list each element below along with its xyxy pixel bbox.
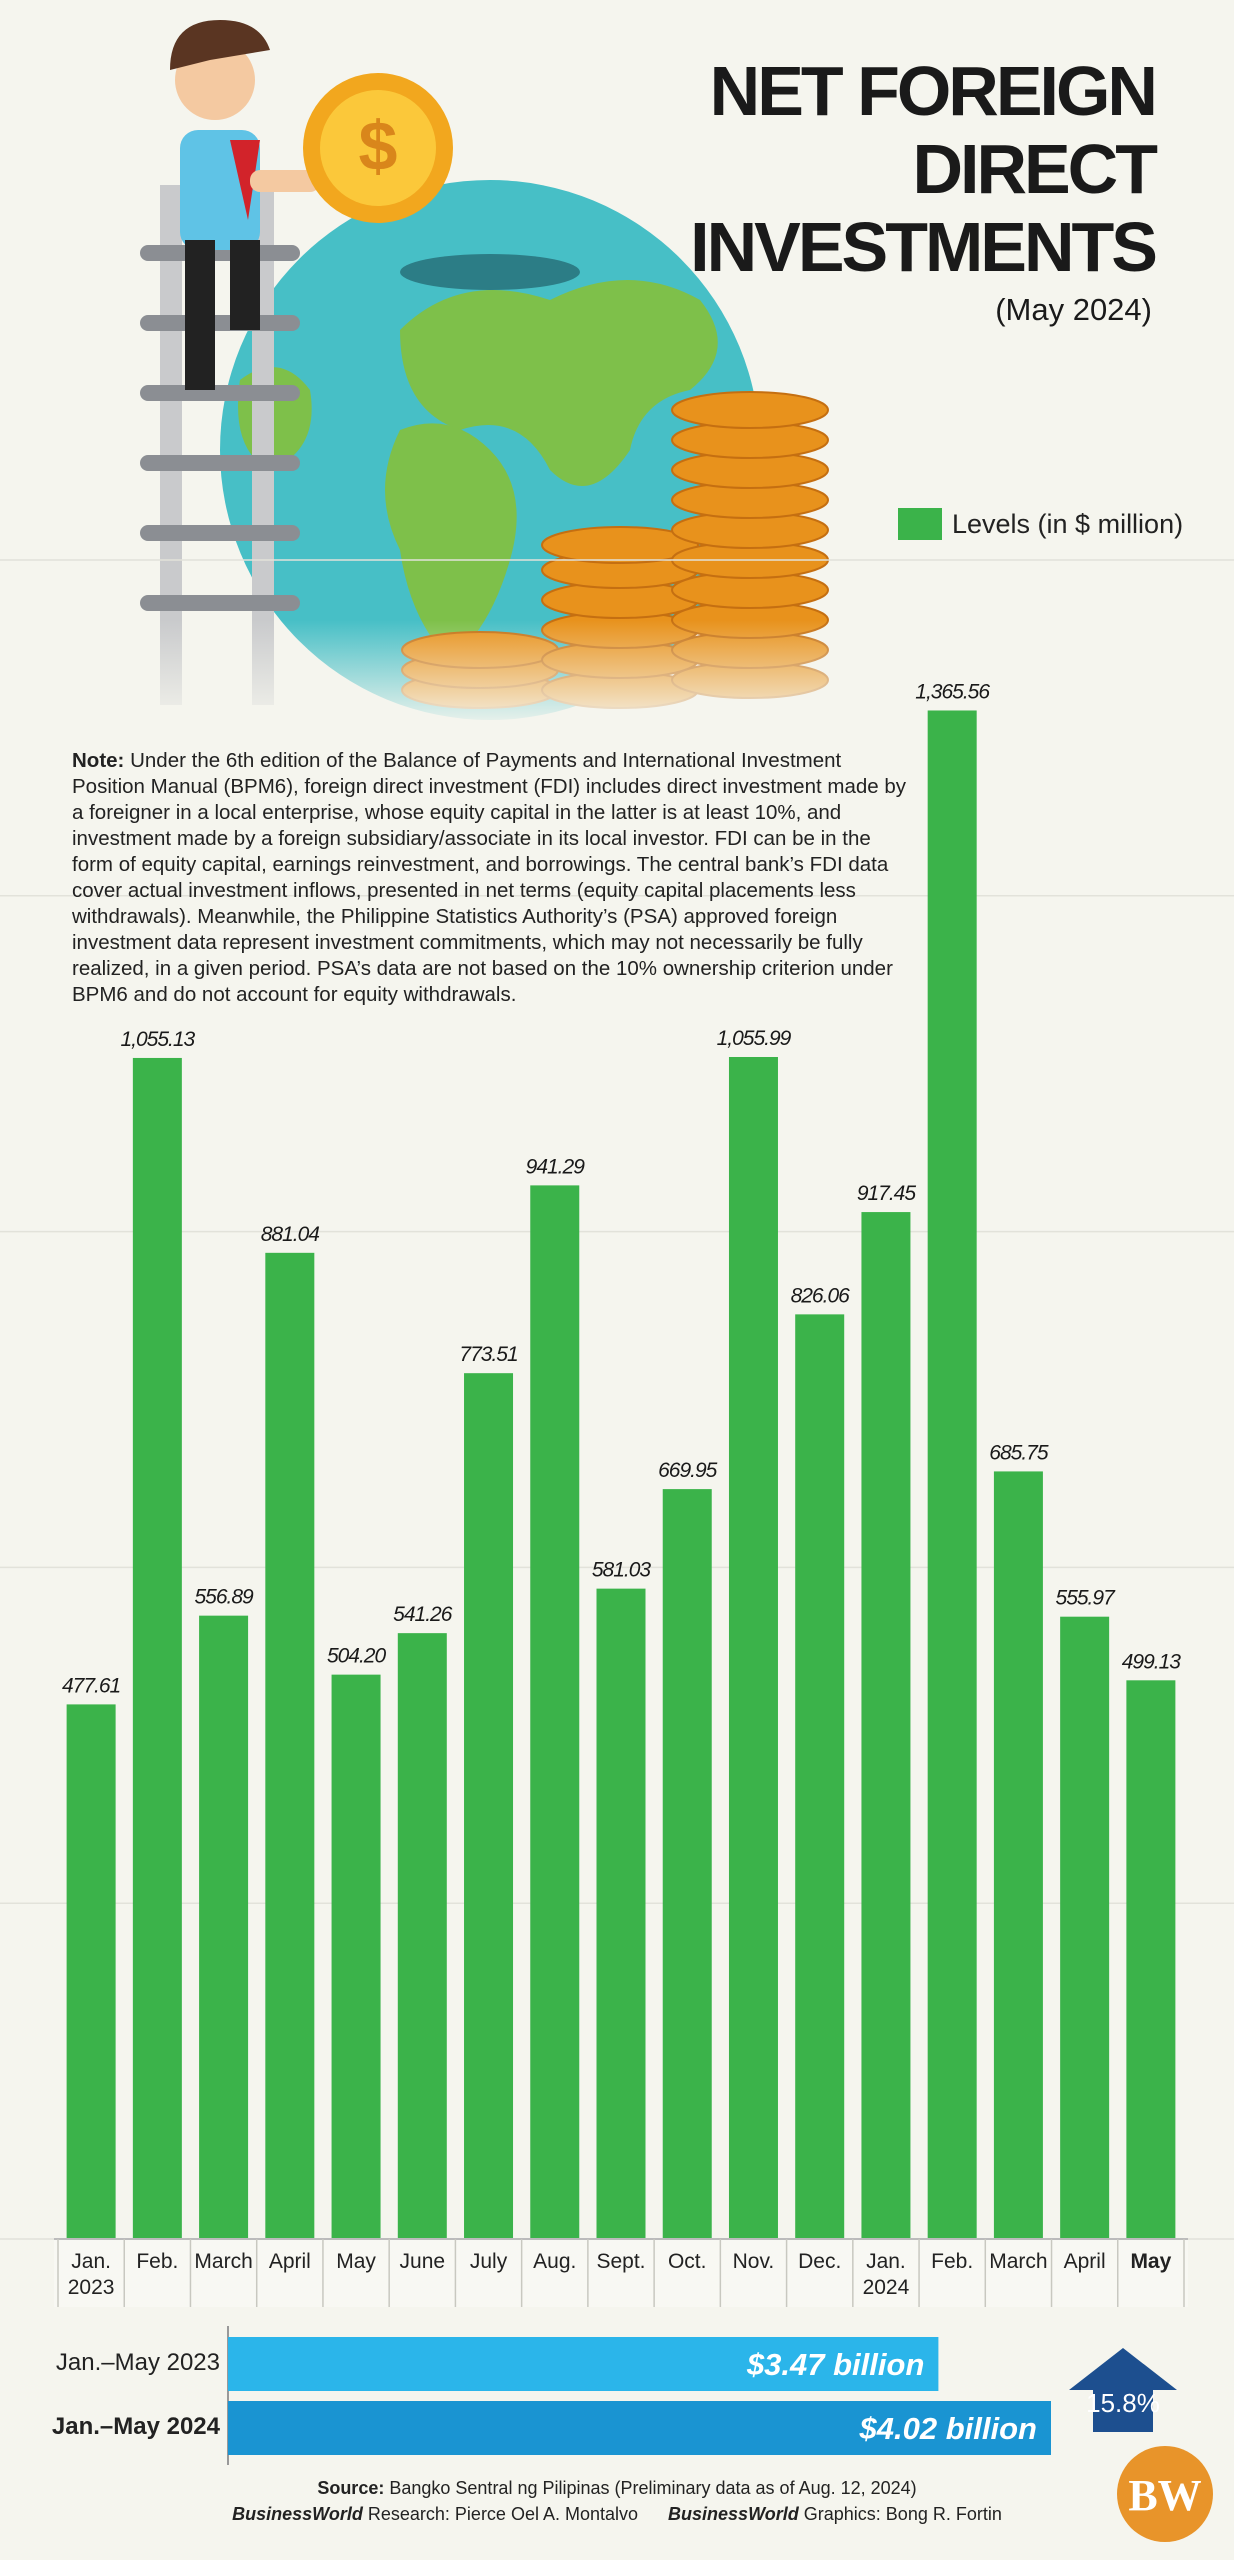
x-tick-label: March [194, 2250, 253, 2273]
bar [265, 1252, 315, 2239]
value-label: 555.97 [1056, 1587, 1117, 1610]
bar [662, 1489, 712, 2239]
value-label: 881.04 [261, 1223, 320, 1246]
illustration: $ [0, 20, 1234, 2542]
svg-text:$: $ [359, 107, 398, 185]
category-strip [54, 2239, 1188, 2307]
source-text: Bangko Sentral ng Pilipinas (Preliminary… [389, 2478, 917, 2498]
bar [596, 1588, 646, 2239]
note-text: Under the 6th edition of the Balance of … [72, 749, 907, 1006]
x-tick-label: July [469, 2250, 508, 2273]
x-tick-label: Dec. [798, 2250, 842, 2273]
credit-name: Bong R. Fortin [885, 2504, 1002, 2524]
bar [464, 1373, 514, 2239]
bar [1060, 1616, 1110, 2239]
logo: BW [1128, 2471, 1201, 2520]
source-label: Source: [317, 2478, 385, 2498]
value-label: 1,055.99 [717, 1027, 792, 1050]
value-label: 499.13 [1122, 1650, 1182, 1673]
x-tick-label: Aug. [533, 2250, 577, 2273]
value-label: 504.20 [327, 1645, 387, 1668]
credit-publication: BusinessWorld [232, 2504, 363, 2524]
summary-value-label: $3.47 billion [746, 2347, 924, 2382]
bar [1126, 1680, 1176, 2239]
x-tick-label: April [268, 2250, 311, 2273]
x-tick-label: April [1063, 2250, 1106, 2273]
bar [795, 1314, 845, 2239]
x-tick-label: Feb. [136, 2250, 179, 2273]
title: NET FOREIGN DIRECT INVESTMENTS [690, 52, 1158, 286]
value-label: 685.75 [989, 1441, 1049, 1464]
credits: BusinessWorld Research: Pierce Oel A. Mo… [0, 2504, 1234, 2525]
value-label: 581.03 [592, 1559, 652, 1582]
bar [728, 1056, 778, 2239]
summary-category: Jan.–May 2023 [55, 2349, 220, 2376]
x-tick-label: Nov. [732, 2250, 775, 2273]
x-tick-label: May [336, 2250, 376, 2273]
summary-bar [228, 2401, 1051, 2455]
value-label: 1,055.13 [120, 1028, 195, 1051]
summary-value-label: $4.02 billion [859, 2411, 1037, 2446]
credit-role: Research: [367, 2504, 450, 2524]
bar [530, 1185, 580, 2239]
value-label: 477.61 [62, 1674, 120, 1697]
value-label: 917.45 [857, 1182, 917, 1205]
legend-swatch [898, 508, 942, 540]
x-tick-label: May [1130, 2250, 1172, 2273]
bar [927, 710, 977, 2239]
bar [199, 1615, 249, 2239]
summary-bar [228, 2337, 939, 2391]
source: Source: Bangko Sentral ng Pilipinas (Pre… [0, 2478, 1234, 2499]
x-tick-label: March [989, 2250, 1048, 2273]
credit-publication: BusinessWorld [668, 2504, 799, 2524]
x-tick-label: Sept. [596, 2250, 646, 2273]
x-tick-label: Feb. [931, 2250, 974, 2273]
bar [132, 1057, 182, 2239]
x-tick-label: Oct. [667, 2250, 707, 2273]
credit-role: Graphics: [803, 2504, 881, 2524]
bar [861, 1212, 911, 2239]
value-label: 541.26 [393, 1603, 453, 1626]
bar [331, 1674, 381, 2239]
note: Note: Under the 6th edition of the Balan… [72, 748, 914, 1008]
summary-annotation: 15.8% [1086, 2388, 1160, 2418]
value-label: 941.29 [526, 1155, 586, 1178]
value-label: 669.95 [658, 1459, 718, 1482]
value-label: 773.51 [459, 1343, 517, 1366]
x-tick-label: June [399, 2250, 446, 2273]
summary-category: Jan.–May 2024 [51, 2413, 220, 2440]
credit-name: Pierce Oel A. Montalvo [454, 2504, 639, 2524]
bar [993, 1471, 1043, 2239]
bar [66, 1704, 116, 2239]
value-label: 826.06 [791, 1284, 851, 1307]
subtitle: (May 2024) [995, 292, 1152, 327]
legend: Levels (in $ million) [898, 508, 1183, 540]
note-label: Note: [72, 749, 125, 772]
value-label: 1,365.56 [915, 680, 990, 703]
x-tick-label: Jan. 2024 [862, 2250, 910, 2299]
value-label: 556.89 [194, 1586, 254, 1609]
legend-label: Levels (in $ million) [952, 508, 1184, 539]
x-tick-label: Jan. 2023 [67, 2250, 115, 2299]
bar [397, 1633, 447, 2239]
